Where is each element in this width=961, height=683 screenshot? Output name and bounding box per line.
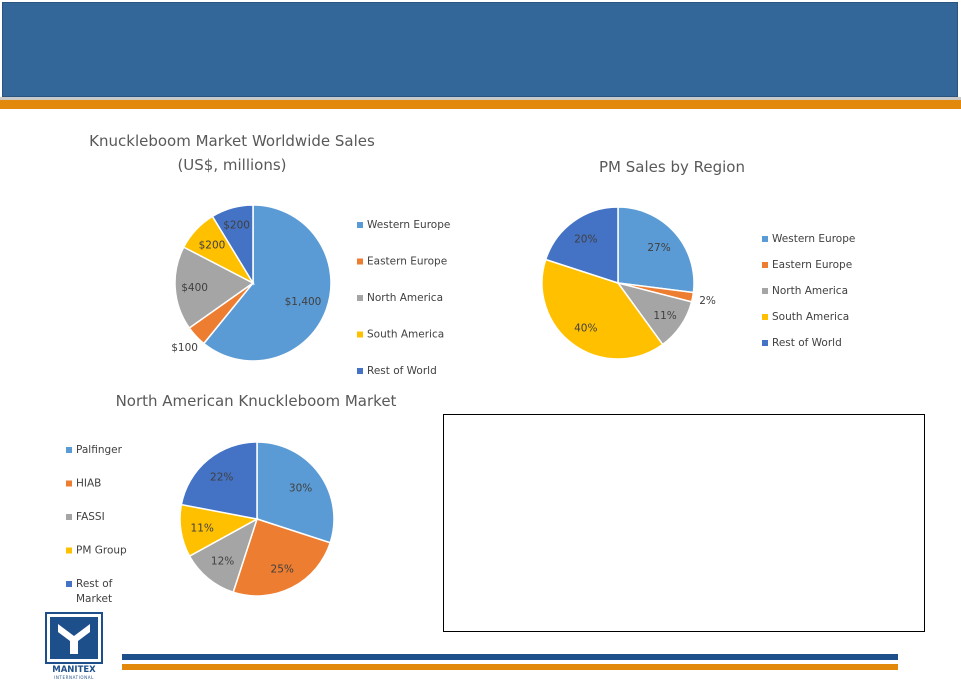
legend-swatch: [762, 314, 768, 320]
legend-label: Rest of World: [367, 365, 437, 377]
empty-text-box: [443, 414, 925, 632]
slice-data-label: 2%: [699, 295, 716, 307]
pie-slice: [256, 441, 335, 544]
slice-data-label: $1,400: [285, 296, 322, 308]
footer-orange-bar: [122, 664, 898, 670]
pm-sales-region-pie-chart: PM Sales by Region 27% 2% 11% 40% 20% Western …: [541, 158, 855, 360]
legend-swatch: [357, 258, 363, 265]
footer-blue-bar: [122, 654, 898, 660]
header-divider: [0, 97, 961, 100]
slice-data-label: $100: [171, 342, 198, 354]
legend-label: Market: [76, 593, 112, 605]
slice-data-label: 20%: [574, 234, 597, 246]
logo-subtext: INTERNATIONAL: [54, 675, 94, 680]
legend-label: Palfinger: [76, 444, 123, 456]
legend-label: HIAB: [76, 478, 101, 490]
worldwide-sales-pie-chart: Knuckleboom Market Worldwide Sales (US$, …: [89, 132, 450, 377]
pie-slice: [180, 441, 258, 520]
legend-label: Western Europe: [367, 219, 450, 231]
pie-slice: [202, 204, 332, 362]
slice-data-label: 40%: [574, 322, 597, 334]
legend-label: PM Group: [76, 545, 127, 557]
legend-label: Eastern Europe: [772, 259, 852, 271]
pie-slice: [617, 206, 695, 294]
legend-label: Rest of World: [772, 337, 842, 349]
legend-swatch: [762, 236, 768, 242]
legend-label: Eastern Europe: [367, 256, 447, 268]
slice-data-label: 11%: [653, 310, 676, 322]
legend-swatch: [66, 514, 72, 520]
legend-label: South America: [772, 311, 849, 323]
logo-text: MANITEX: [52, 665, 96, 675]
pie-slice: [232, 518, 332, 597]
pie-slice: [544, 206, 619, 285]
slice-data-label: $200: [199, 240, 226, 252]
manitex-m-logo-icon: MANITEX INTERNATIONAL: [45, 612, 103, 680]
pie-slice: [211, 204, 254, 286]
slice-data-label: 11%: [191, 523, 214, 535]
legend-swatch: [762, 262, 768, 268]
chart-title: (US$, millions): [177, 156, 286, 174]
slice-data-label: 27%: [647, 242, 670, 254]
legend-swatch: [66, 547, 72, 554]
north-american-market-pie-chart: North American Knuckleboom Market 30% 25% 1…: [66, 392, 397, 605]
legend-swatch: [357, 368, 363, 374]
legend-label: FASSI: [76, 511, 105, 523]
legend-swatch: [357, 222, 363, 228]
legend-label: Rest of: [76, 578, 113, 590]
legend-swatch: [66, 581, 72, 587]
slice-data-label: 25%: [271, 563, 294, 575]
header-band: [2, 2, 958, 97]
legend-swatch: [66, 480, 72, 487]
chart-title: PM Sales by Region: [599, 158, 745, 176]
legend-swatch: [66, 447, 72, 453]
legend-label: North America: [367, 292, 443, 304]
pie-slice: [174, 246, 255, 330]
legend-label: Western Europe: [772, 233, 855, 245]
legend-swatch: [357, 295, 363, 301]
chart-title: North American Knuckleboom Market: [116, 392, 397, 410]
slice-data-label: 12%: [211, 556, 234, 568]
slice-data-label: 30%: [289, 482, 312, 494]
legend-swatch: [762, 288, 768, 294]
legend-swatch: [357, 331, 363, 338]
slice-data-label: $400: [181, 282, 208, 294]
legend-swatch: [762, 340, 768, 346]
slice-data-label: $200: [223, 219, 250, 231]
slice-data-label: 22%: [210, 471, 233, 483]
chart-title: Knuckleboom Market Worldwide Sales: [89, 132, 375, 150]
legend-label: South America: [367, 329, 444, 341]
pie-slice: [541, 258, 664, 360]
header-accent-bar: [0, 100, 961, 109]
legend-label: North America: [772, 285, 848, 297]
